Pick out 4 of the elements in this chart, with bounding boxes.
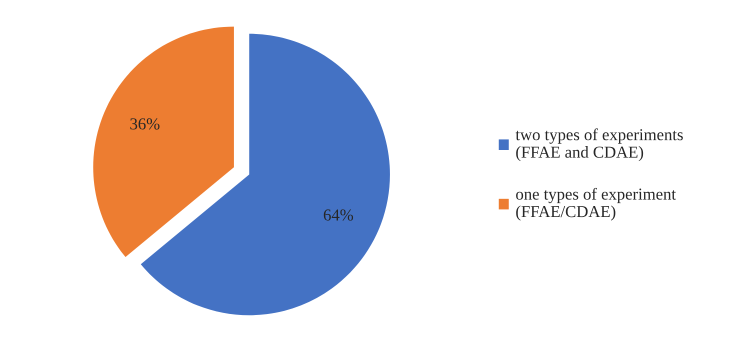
data-label: 36%	[130, 118, 160, 130]
legend-label: two types of experiments (FFAE and CDAE)	[516, 128, 683, 162]
data-label: 64%	[324, 209, 354, 221]
legend-label: one types of experiment (FFAE/CDAE)	[516, 188, 676, 221]
